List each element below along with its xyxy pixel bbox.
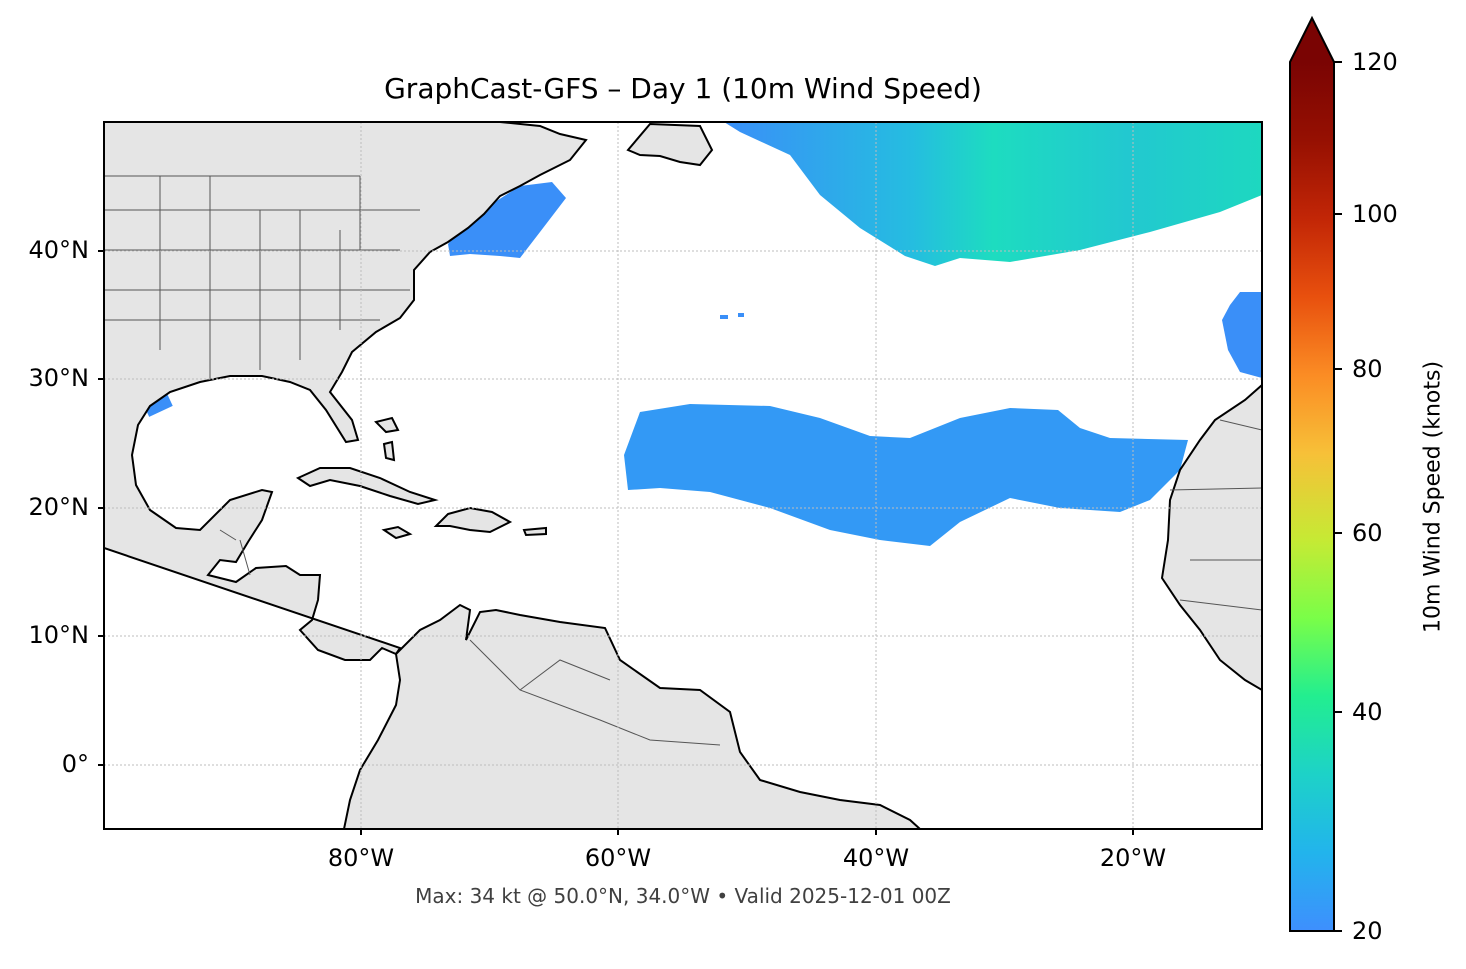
- colorbar-frame: [1289, 15, 1335, 932]
- land-nova-scotia-newfoundland: [626, 122, 714, 167]
- map-subtitle: Max: 34 kt @ 50.0°N, 34.0°W • Valid 2025…: [415, 884, 951, 908]
- wind-region-eastern-atlantic-canaries: [1222, 292, 1262, 378]
- wind-speck-atlantic: [720, 315, 728, 319]
- lat-label-20n: 20°N: [28, 493, 90, 521]
- lon-label-80w: 80°W: [327, 844, 395, 872]
- wind-region-subtropical-trade-band: [624, 404, 1188, 546]
- state-borders: [104, 175, 1262, 746]
- map-frame: [103, 121, 1263, 830]
- lat-label-10n: 10°N: [28, 621, 90, 649]
- colorbar-label-60: 60: [1352, 519, 1383, 547]
- land-jamaica: [381, 525, 413, 540]
- land-cuba: [295, 467, 439, 506]
- colorbar-label-40: 40: [1352, 698, 1383, 726]
- lat-label-30n: 30°N: [28, 364, 90, 392]
- land-north-america: [104, 122, 588, 661]
- colorbar-extend-arrow: [1290, 18, 1334, 62]
- land-hispaniola: [433, 506, 513, 534]
- land-south-america: [342, 603, 922, 829]
- lat-label-40n: 40°N: [28, 236, 90, 264]
- lon-label-60w: 60°W: [584, 844, 652, 872]
- lon-label-20w: 20°W: [1099, 844, 1167, 872]
- land-bahamas: [374, 416, 400, 462]
- wind-speck-atlantic-2: [738, 313, 744, 317]
- colorbar-label-120: 120: [1352, 48, 1398, 76]
- lat-label-0: 0°: [61, 750, 89, 778]
- wind-region-gulf-of-maine: [448, 182, 566, 258]
- colorbar-label-100: 100: [1352, 200, 1398, 228]
- colorbar-label-80: 80: [1352, 355, 1383, 383]
- map-title: GraphCast-GFS – Day 1 (10m Wind Speed): [384, 72, 982, 105]
- land-africa: [1160, 383, 1262, 692]
- wind-speck-gulf: [143, 393, 173, 417]
- gridlines: [104, 122, 1262, 829]
- lon-label-40w: 40°W: [842, 844, 910, 872]
- land-puerto-rico: [522, 526, 547, 537]
- wind-region-north-atlantic-jet: [724, 122, 1262, 266]
- colorbar-ticks: [1334, 61, 1342, 932]
- colorbar-gradient: [1290, 62, 1334, 931]
- axis-ticks: [98, 250, 1134, 835]
- colorbar-title: 10m Wind Speed (knots): [1420, 360, 1446, 634]
- colorbar-label-20: 20: [1352, 917, 1383, 945]
